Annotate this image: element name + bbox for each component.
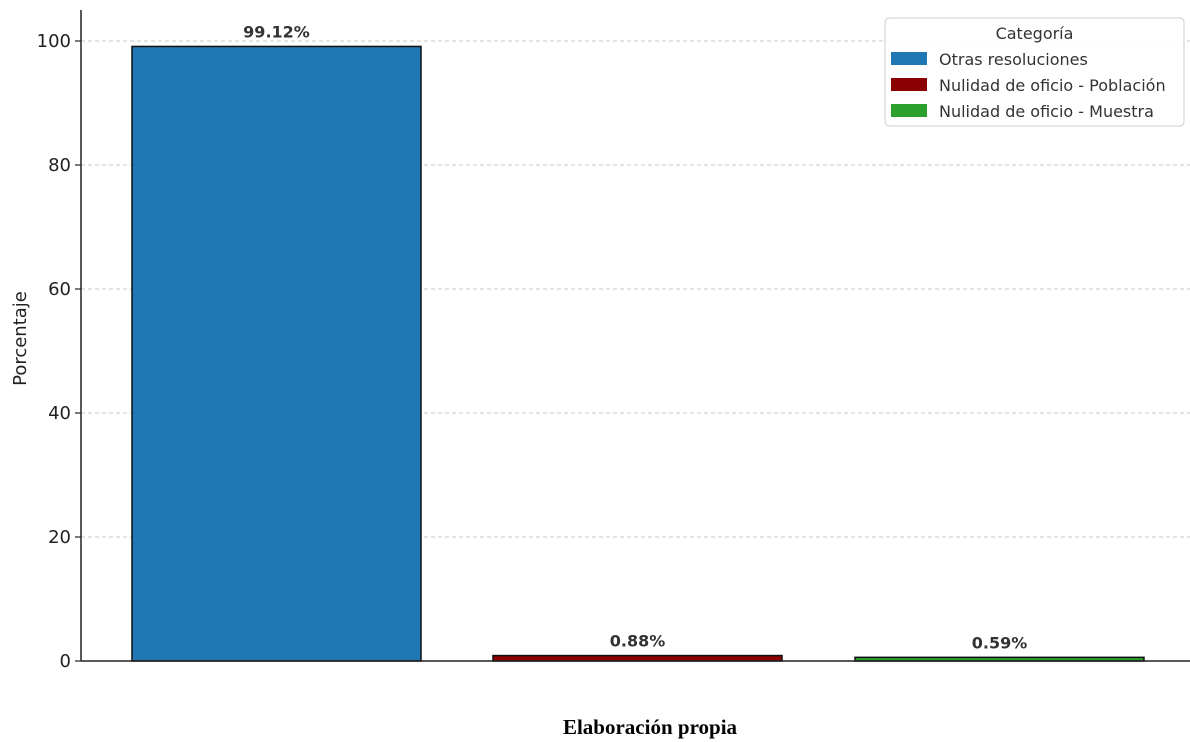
data-label-2: 0.88% — [610, 632, 666, 651]
y-tick-label: 100 — [37, 31, 71, 52]
figure-caption: Elaboración propia — [562, 715, 738, 739]
legend-entry-2: Nulidad de oficio - Población — [939, 76, 1166, 95]
y-tick-label: 20 — [48, 527, 71, 548]
bar-1 — [131, 45, 422, 662]
bars — [131, 45, 1145, 662]
y-tick-label: 60 — [48, 279, 71, 300]
legend-title: Categoría — [996, 24, 1074, 43]
data-label-1: 99.12% — [243, 22, 310, 41]
data-label-3: 0.59% — [972, 633, 1028, 652]
bar-2 — [492, 654, 783, 662]
axes: 0 20 40 60 80 100 — [37, 10, 1190, 672]
legend-swatch-2 — [891, 78, 927, 91]
y-tick-label: 80 — [48, 155, 71, 176]
legend-swatch-1 — [891, 52, 927, 65]
data-labels: 99.12% 0.88% 0.59% — [243, 22, 1027, 652]
y-tick-label: 40 — [48, 403, 71, 424]
legend-entry-3: Nulidad de oficio - Muestra — [939, 102, 1154, 121]
legend-swatch-3 — [891, 104, 927, 117]
y-tick-label: 0 — [60, 651, 71, 672]
legend-entry-1: Otras resoluciones — [939, 50, 1088, 69]
legend-frame — [884, 17, 1185, 127]
y-axis-label: Porcentaje — [10, 291, 31, 386]
legend: Categoría Otras resoluciones Nulidad de of… — [884, 17, 1185, 127]
